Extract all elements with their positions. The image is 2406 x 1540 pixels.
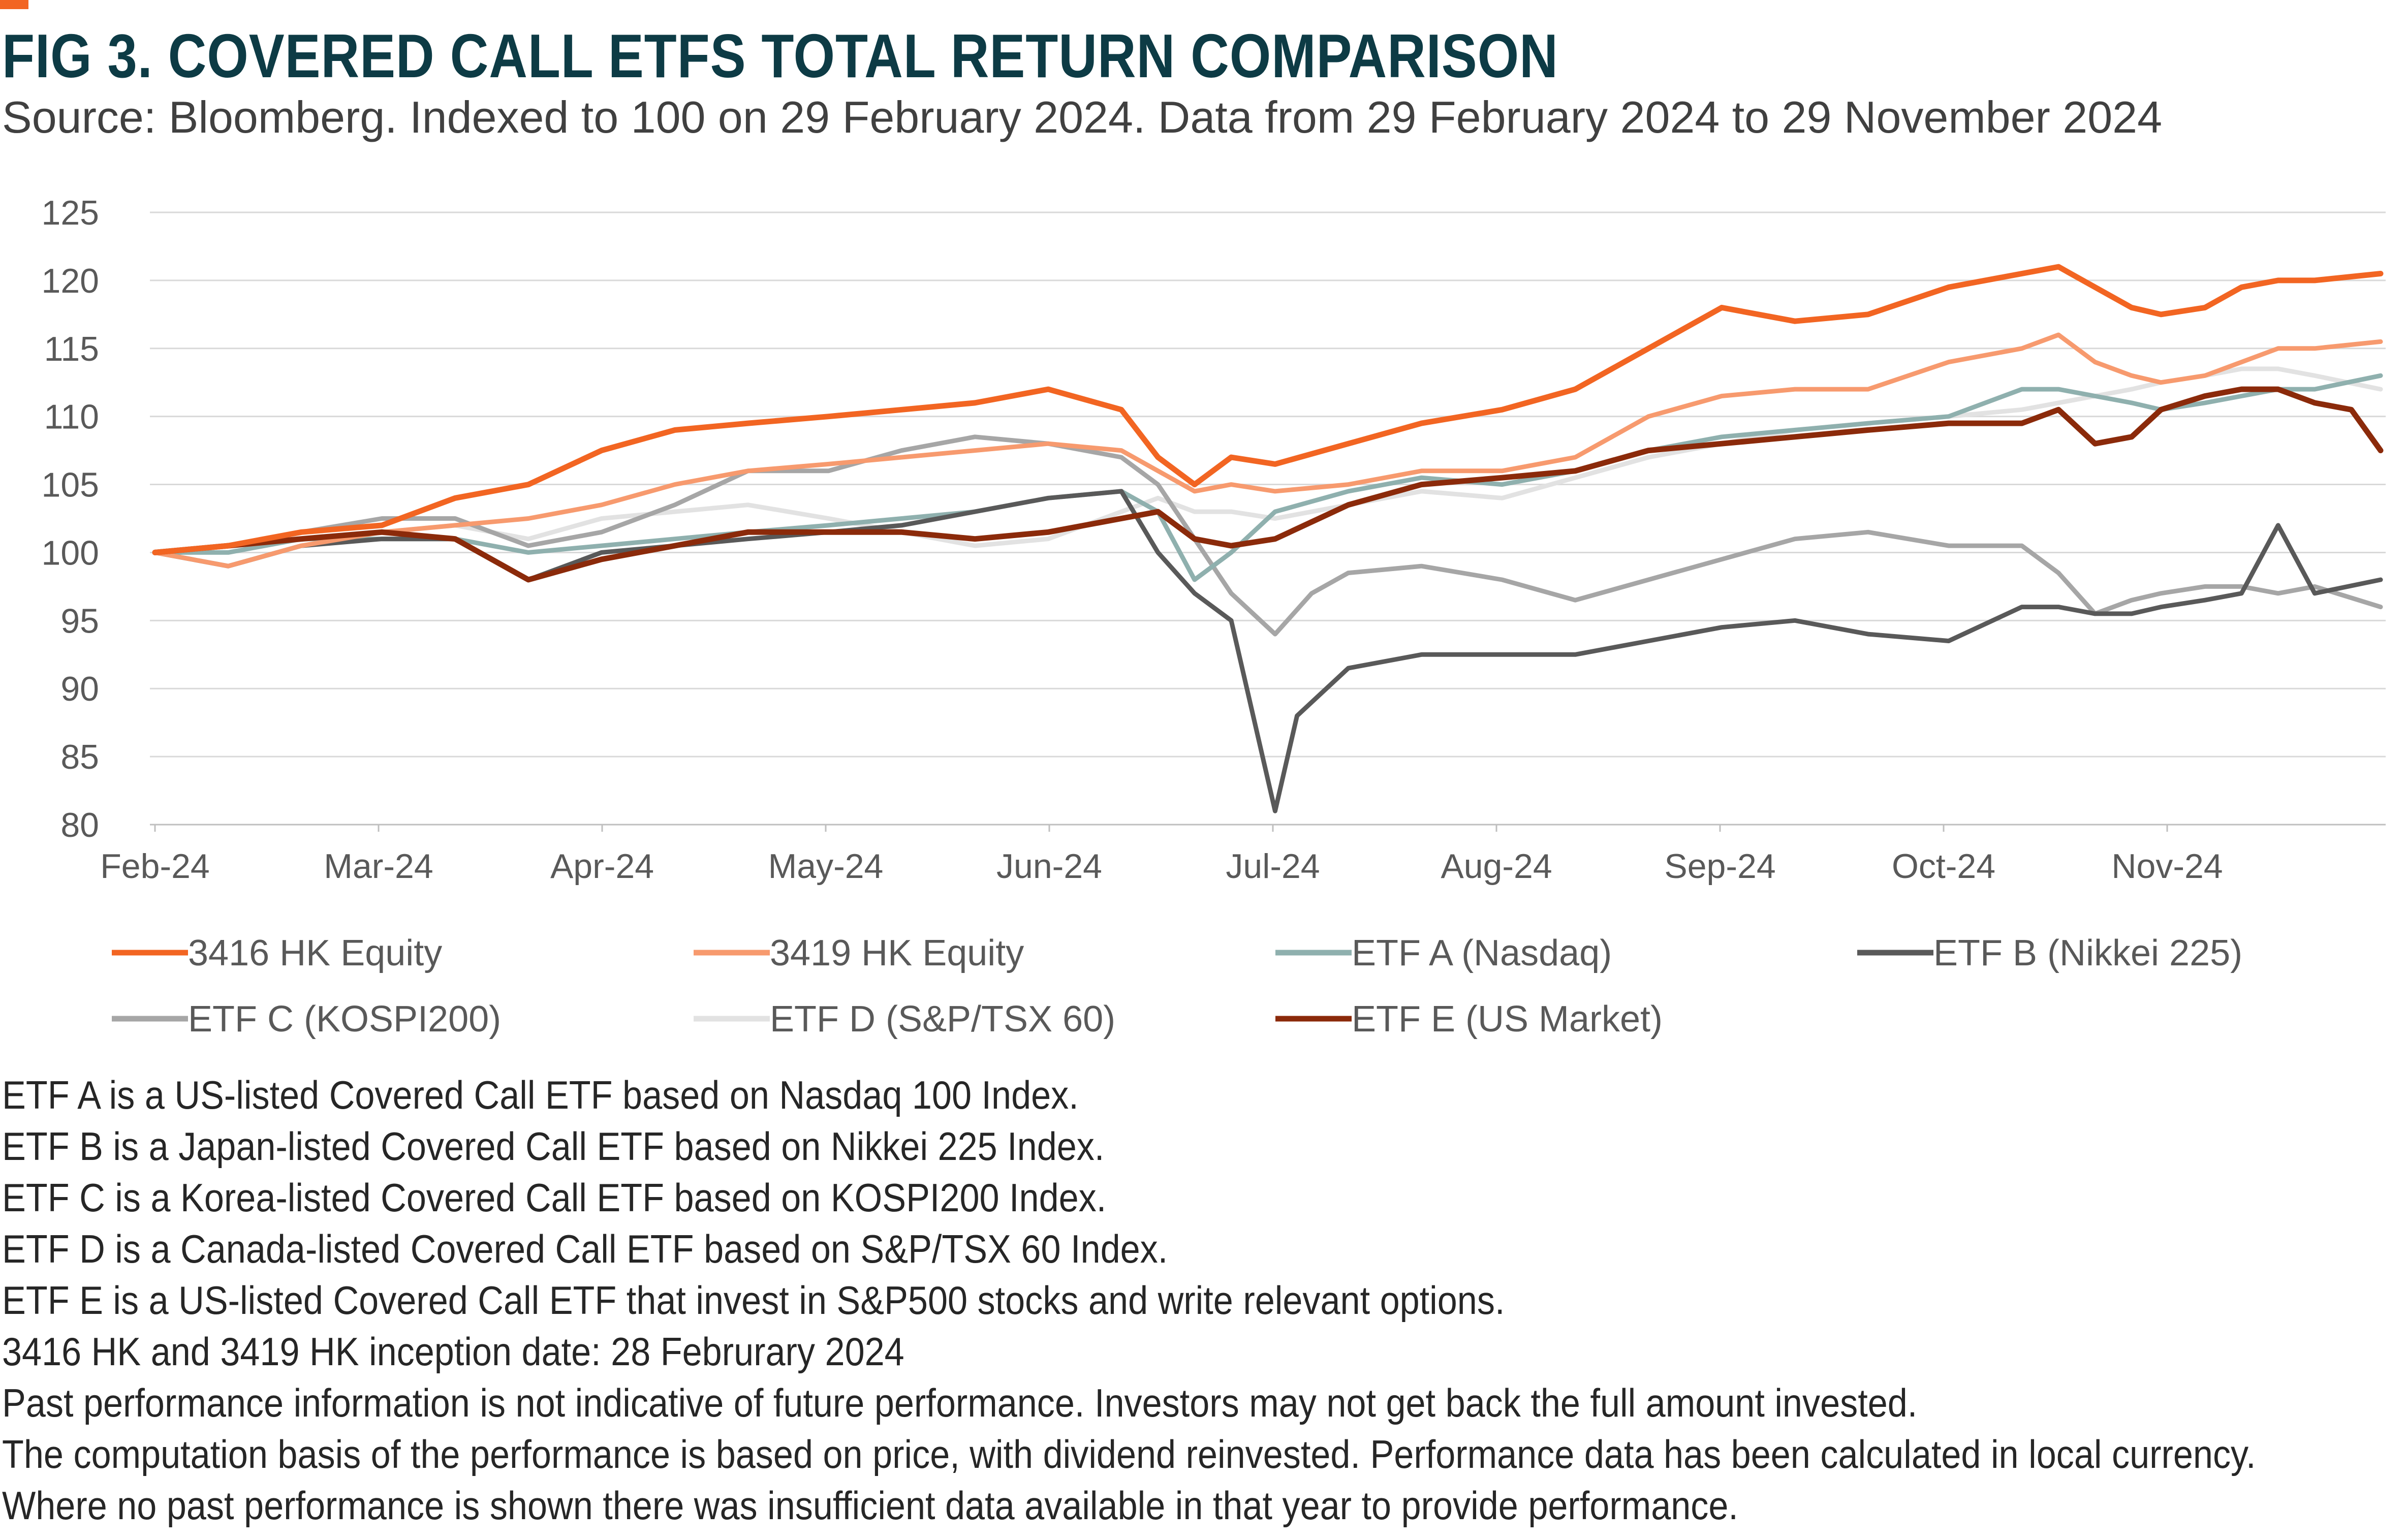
legend: 3416 HK Equity 3419 HK Equity ETF A (Nasda…: [112, 933, 2242, 1040]
x-tick-label: Jul-24: [1226, 847, 1320, 886]
series-line: [152, 264, 2384, 555]
legend-label: ETF D (S&P/TSX 60): [770, 999, 1115, 1040]
legend-label: ETF E (US Market): [1352, 999, 1663, 1040]
y-tick-label: 80: [60, 806, 99, 844]
y-tick-label: 95: [60, 602, 99, 640]
x-tick-label: Sep-24: [1664, 847, 1775, 886]
legend-label: ETF B (Nikkei 225): [1933, 933, 2242, 973]
line-chart: 125 120 115 110 105 100 95 90 85 80 Feb-24 Mar-24 A…: [42, 194, 2386, 1040]
footnote-line: ETF A is a US-listed Covered Call ETF ba…: [2, 1073, 1079, 1117]
accent-bar: [0, 0, 28, 9]
x-axis-ticks: Feb-24 Mar-24 Apr-24 May-24 Jun-24 Jul-24 Aug-…: [100, 825, 2223, 886]
footnote-line: ETF C is a Korea-listed Covered Call ETF…: [2, 1175, 1107, 1220]
y-axis-ticks: 125 120 115 110 105 100 95 90 85 80: [42, 194, 99, 844]
y-tick-label: 105: [42, 466, 99, 505]
series-line: [152, 434, 2383, 637]
series-line: [152, 332, 2383, 569]
series-line: [152, 489, 2383, 813]
y-tick-label: 85: [60, 738, 99, 776]
series-line: [152, 373, 2383, 582]
x-tick-label: Apr-24: [550, 847, 654, 886]
legend-label: ETF C (KOSPI200): [188, 999, 501, 1040]
chart-subtitle: Source: Bloomberg. Indexed to 100 on 29 …: [2, 92, 2163, 142]
footnote-line: ETF B is a Japan-listed Covered Call ETF…: [2, 1124, 1105, 1169]
x-tick-label: Nov-24: [2111, 847, 2223, 886]
footnotes: ETF A is a US-listed Covered Call ETF ba…: [2, 1070, 2400, 1531]
y-tick-label: 115: [44, 330, 99, 368]
footnote-line: Past performance information is not indi…: [2, 1380, 1918, 1425]
y-tick-label: 100: [42, 533, 99, 572]
y-tick-label: 110: [44, 398, 99, 436]
x-tick-label: Oct-24: [1892, 847, 1995, 886]
footnote-line: ETF E is a US-listed Covered Call ETF th…: [2, 1278, 1505, 1323]
x-tick-label: Feb-24: [100, 847, 209, 886]
y-tick-label: 120: [42, 262, 99, 300]
x-tick-label: Jun-24: [996, 847, 1102, 886]
series-lines: [152, 264, 2384, 813]
x-tick-label: Mar-24: [324, 847, 433, 886]
footnote-line: 3416 HK and 3419 HK inception date: 28 F…: [2, 1329, 904, 1374]
series-line: [152, 386, 2384, 583]
footnote-line: Where no past performance is shown there…: [2, 1483, 1738, 1528]
y-tick-label: 90: [60, 670, 99, 708]
legend-label: ETF A (Nasdaq): [1352, 933, 1612, 973]
footnote-line: ETF D is a Canada-listed Covered Call ET…: [2, 1227, 1168, 1271]
chart-title: FIG 3. COVERED CALL ETFS TOTAL RETURN CO…: [2, 21, 1558, 90]
y-tick-label: 125: [42, 194, 99, 232]
footnote-line: The computation basis of the performance…: [2, 1432, 2256, 1476]
x-tick-label: May-24: [768, 847, 884, 886]
legend-label: 3419 HK Equity: [770, 933, 1024, 973]
legend-label: 3416 HK Equity: [188, 933, 442, 973]
x-tick-label: Aug-24: [1441, 847, 1552, 886]
